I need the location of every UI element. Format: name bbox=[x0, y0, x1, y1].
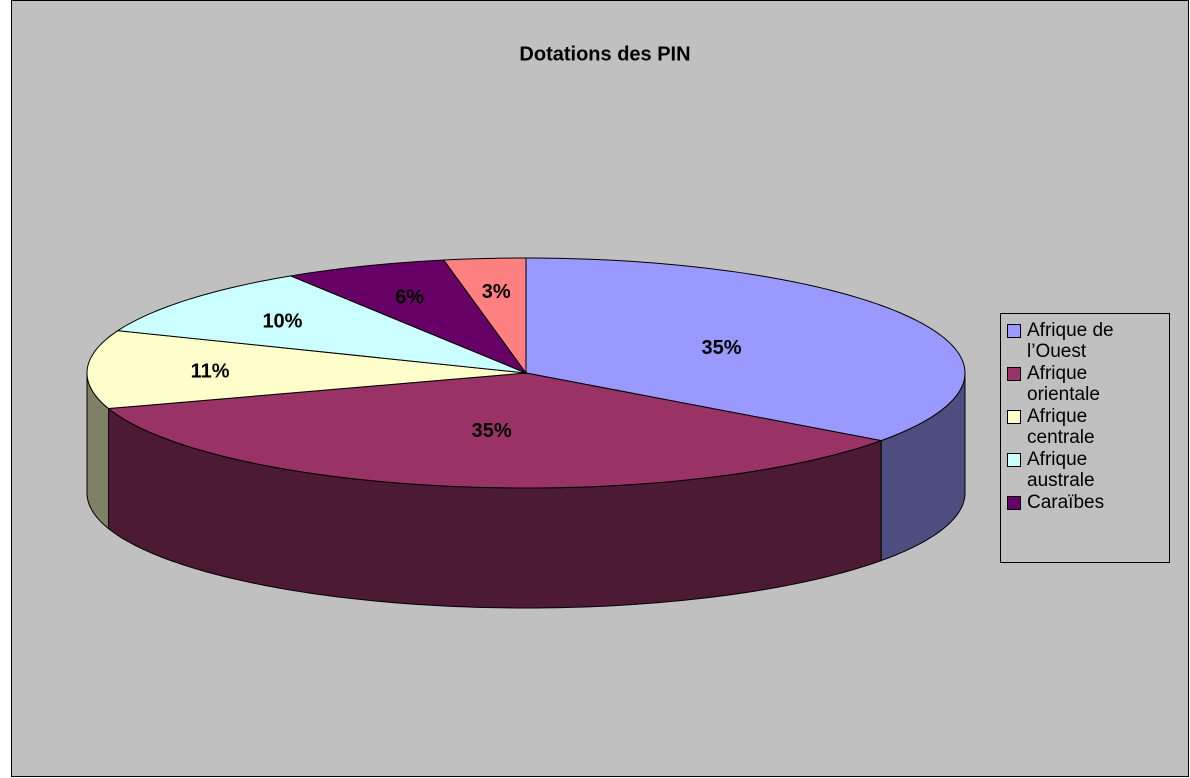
legend-entry: Afrique centrale bbox=[1007, 406, 1152, 448]
legend-entry: Afrique orientale bbox=[1007, 363, 1152, 405]
slice bbox=[86, 330, 527, 410]
legend-entry: Afrique australe bbox=[1007, 449, 1152, 491]
data-label: 6% bbox=[395, 286, 424, 308]
legend-swatch bbox=[1007, 453, 1021, 467]
legend-label: Caraïbes bbox=[1027, 492, 1105, 513]
data-label: 35% bbox=[702, 337, 742, 359]
slice bbox=[107, 372, 884, 489]
legend-swatch bbox=[1007, 496, 1021, 510]
data-label: 10% bbox=[262, 311, 302, 333]
chart-title: Dotations des PIN bbox=[519, 43, 690, 65]
legend-label: Afrique orientale bbox=[1027, 363, 1100, 405]
slice bbox=[525, 257, 966, 442]
legend-swatch bbox=[1007, 410, 1021, 424]
legend-label: Afrique centrale bbox=[1027, 406, 1095, 448]
data-label: 3% bbox=[482, 281, 511, 303]
legend-entry: Caraïbes bbox=[1007, 492, 1152, 513]
legend-label: Afrique de l’Ouest bbox=[1027, 320, 1114, 362]
legend-label: Afrique australe bbox=[1027, 449, 1095, 491]
legend-entry: Afrique de l’Ouest bbox=[1007, 320, 1152, 362]
legend-swatch bbox=[1007, 324, 1021, 338]
legend-swatch bbox=[1007, 367, 1021, 381]
legend: Afrique de l’Ouest Afrique orientale Afriq… bbox=[1000, 313, 1170, 563]
slice bbox=[442, 257, 527, 375]
slice bbox=[116, 275, 527, 374]
data-label: 11% bbox=[191, 361, 230, 383]
data-label: 35% bbox=[472, 420, 512, 442]
slice bbox=[288, 259, 528, 375]
